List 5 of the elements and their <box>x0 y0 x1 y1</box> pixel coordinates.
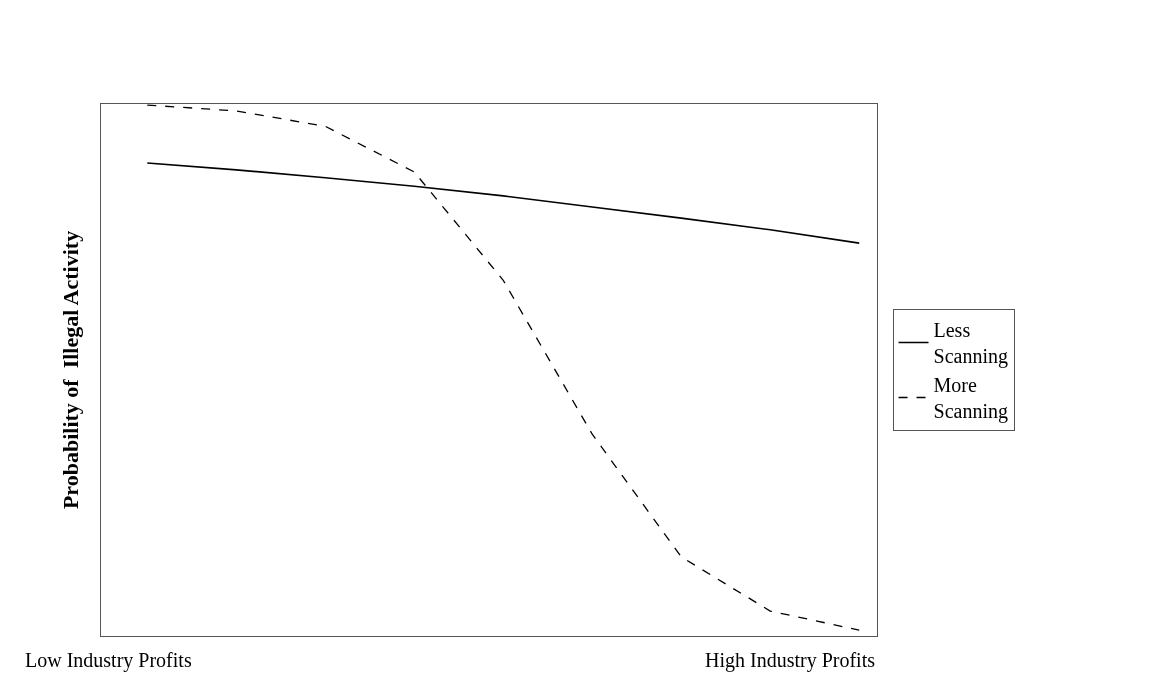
legend-label: Less Scanning <box>933 319 1008 369</box>
y-axis-title: Probability of Illegal Activity <box>57 230 83 510</box>
text: High Industry Profits <box>705 649 876 672</box>
text: Low Industry Profits <box>25 649 192 672</box>
legend-label: More Scanning <box>933 374 1008 424</box>
